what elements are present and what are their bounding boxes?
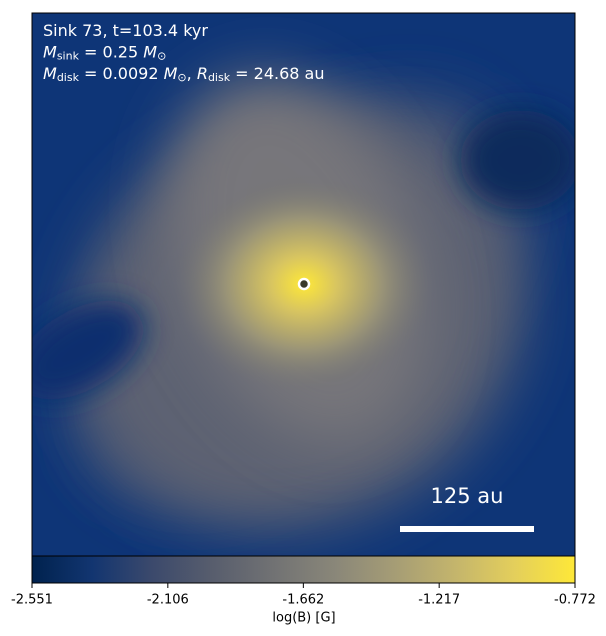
annotation-part: M [164,64,178,83]
annotation-part: ⊙ [177,71,186,84]
annotation: Msink = 0.25 M⊙ [43,42,166,63]
annotation-part: disk [57,71,80,84]
annotation-part: sink [57,50,80,63]
colorbar-tick-label: -2.106 [147,593,189,608]
field-image [32,13,575,556]
colorbar-tick-label: -1.662 [282,593,324,608]
sink-marker [297,277,311,291]
annotation-part: = 0.25 [79,42,143,61]
annotation: Mdisk = 0.0092 M⊙, Rdisk = 24.68 au [43,64,325,85]
annotation-part: ⊙ [157,50,166,63]
colorbar [31,555,576,584]
colorbar-tick-label: -0.772 [554,593,596,608]
annotation-part: M [143,42,157,61]
scale-bar-label: 125 au [431,484,504,508]
annotation-part: = 0.0092 [79,64,164,83]
annotation: Sink 73, t=103.4 kyr [43,21,208,40]
colorbar-tick-label: -1.217 [418,593,460,608]
colorbar-label: log(B) [G] [272,611,335,626]
annotation-part: disk [208,71,231,84]
annotation-part: , [187,64,197,83]
annotation-part: Sink 73, t=103.4 kyr [43,21,208,40]
annotation-part: M [43,64,57,83]
annotation-part: = 24.68 au [230,64,324,83]
colorbar-tick-label: -2.551 [11,593,53,608]
annotation-part: M [43,42,57,61]
annotation-part: R [197,64,208,83]
